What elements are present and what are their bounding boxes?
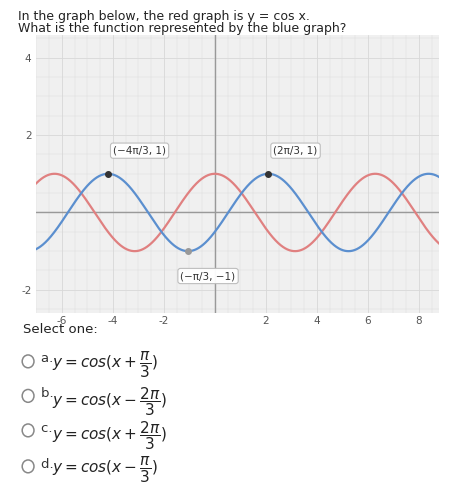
- Text: d.: d.: [41, 458, 66, 470]
- Text: $y = cos(x - \dfrac{\pi}{3})$: $y = cos(x - \dfrac{\pi}{3})$: [52, 456, 158, 485]
- Text: b.: b.: [41, 387, 66, 400]
- Text: (2π/3, 1): (2π/3, 1): [274, 145, 318, 156]
- Text: What is the function represented by the blue graph?: What is the function represented by the …: [18, 22, 347, 35]
- Text: $y = cos(x + \dfrac{2\pi}{3})$: $y = cos(x + \dfrac{2\pi}{3})$: [52, 420, 167, 452]
- Text: $y = cos(x +\dfrac{\pi}{3})$: $y = cos(x +\dfrac{\pi}{3})$: [52, 351, 158, 380]
- Text: (−π/3, −1): (−π/3, −1): [180, 271, 236, 281]
- Text: In the graph below, the red graph is y = cos x.: In the graph below, the red graph is y =…: [18, 10, 310, 23]
- Text: a.: a.: [41, 352, 66, 365]
- Text: c.: c.: [41, 422, 65, 434]
- Text: Select one:: Select one:: [23, 323, 97, 336]
- Text: $y = cos(x - \dfrac{2\pi}{3})$: $y = cos(x - \dfrac{2\pi}{3})$: [52, 385, 167, 418]
- Text: (−4π/3, 1): (−4π/3, 1): [113, 145, 166, 156]
